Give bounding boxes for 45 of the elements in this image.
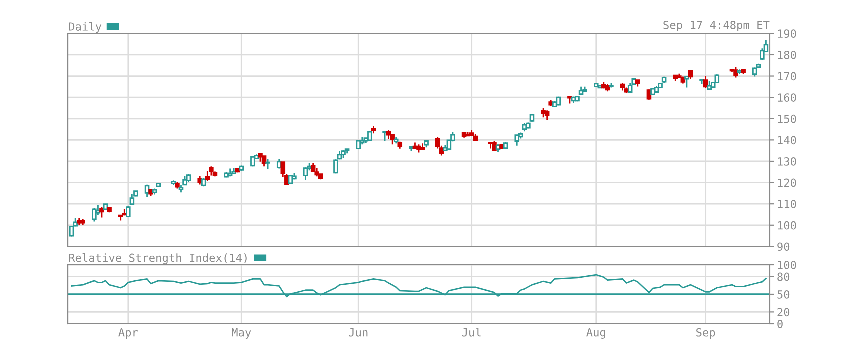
candlestick xyxy=(514,134,520,147)
candlestick xyxy=(303,166,308,181)
y-tick-label: 80 xyxy=(778,272,790,282)
x-tick-label: Jul xyxy=(462,328,481,337)
text: Sep 17 4:48pm ET xyxy=(664,20,770,32)
candlestick xyxy=(390,134,395,146)
line-series xyxy=(71,274,767,298)
candlestick xyxy=(92,208,97,222)
y-tick-label: 150 xyxy=(778,114,796,124)
candlestick xyxy=(262,156,267,168)
candlestick xyxy=(205,170,210,182)
y-tick-label: 100 xyxy=(778,261,796,270)
y-tick-label: 190 xyxy=(778,30,796,38)
candlestick xyxy=(266,158,270,170)
y-tick-label: 120 xyxy=(778,178,796,188)
x-tick-label: Apr xyxy=(118,328,138,339)
y-tick-label: 130 xyxy=(778,157,796,166)
candlestick xyxy=(368,130,372,142)
candlestick xyxy=(544,110,550,121)
y-tick-label: 50 xyxy=(778,290,790,299)
candlestick xyxy=(382,130,388,142)
candlestick xyxy=(684,76,690,88)
candlestick xyxy=(386,129,392,140)
candlestick xyxy=(703,76,708,90)
y-tick-label: 140 xyxy=(778,136,796,145)
candlestick xyxy=(760,48,765,61)
y-tick-label: 170 xyxy=(778,72,796,81)
y-tick-label: 100 xyxy=(778,221,796,230)
y-tick-label: 180 xyxy=(778,50,796,60)
y-tick-label: 0 xyxy=(778,320,783,328)
candlestick xyxy=(646,88,652,101)
candlestick xyxy=(100,206,104,218)
candlestick xyxy=(734,66,738,78)
y-tick-label: 160 xyxy=(778,94,796,102)
candlestick xyxy=(541,107,546,118)
x-tick-label: May xyxy=(232,328,252,339)
x-tick-label: Jun xyxy=(349,328,368,337)
legend-label: Daily xyxy=(69,22,102,34)
x-tick-label: Aug xyxy=(586,328,606,339)
x-tick-label: Sep xyxy=(696,328,716,339)
candlestick xyxy=(492,140,497,152)
y-tick-label: 20 xyxy=(778,308,790,317)
y-tick-label: 90 xyxy=(778,242,790,252)
y-tick-label: 110 xyxy=(778,200,796,209)
legend-label: Relative Strength Index(14) xyxy=(69,254,247,264)
